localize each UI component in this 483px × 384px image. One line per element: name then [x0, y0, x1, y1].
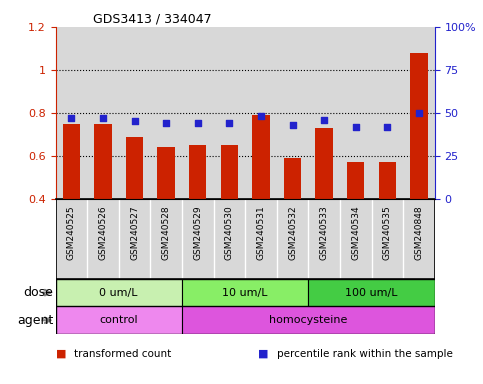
Point: [68, 115, 75, 121]
Text: dose: dose: [23, 286, 53, 299]
Point: [131, 118, 139, 124]
Bar: [340, 199, 371, 279]
Text: GSM240533: GSM240533: [320, 205, 328, 260]
Bar: [182, 199, 213, 279]
Text: control: control: [99, 315, 138, 325]
Bar: [182, 306, 435, 334]
Bar: [63, 124, 80, 199]
Bar: [340, 27, 371, 199]
Bar: [403, 199, 435, 279]
Bar: [150, 199, 182, 279]
Text: GDS3413 / 334047: GDS3413 / 334047: [94, 13, 212, 26]
Bar: [277, 199, 308, 279]
Text: GSM240530: GSM240530: [225, 205, 234, 260]
Bar: [157, 147, 175, 199]
Text: GSM240535: GSM240535: [383, 205, 392, 260]
Bar: [245, 27, 277, 199]
Bar: [56, 27, 87, 199]
Bar: [308, 199, 340, 279]
Bar: [371, 27, 403, 199]
Point: [99, 115, 107, 121]
Text: GSM240848: GSM240848: [414, 205, 424, 260]
Text: 10 um/L: 10 um/L: [222, 288, 268, 298]
Text: transformed count: transformed count: [74, 349, 171, 359]
Bar: [213, 199, 245, 279]
Text: 0 um/L: 0 um/L: [99, 288, 138, 298]
Point: [415, 110, 423, 116]
Text: 100 um/L: 100 um/L: [345, 288, 398, 298]
Bar: [308, 279, 435, 306]
Point: [320, 117, 328, 123]
Point: [257, 113, 265, 119]
Bar: [56, 199, 87, 279]
Text: agent: agent: [17, 314, 53, 327]
Bar: [379, 162, 396, 199]
Bar: [119, 199, 150, 279]
Bar: [315, 128, 333, 199]
Point: [162, 120, 170, 126]
Text: GSM240526: GSM240526: [99, 205, 107, 260]
Bar: [284, 158, 301, 199]
Point: [226, 120, 233, 126]
Bar: [87, 27, 119, 199]
Bar: [347, 162, 364, 199]
Text: GSM240534: GSM240534: [351, 205, 360, 260]
Text: GSM240528: GSM240528: [162, 205, 170, 260]
Bar: [308, 27, 340, 199]
Text: GSM240531: GSM240531: [256, 205, 266, 260]
Point: [384, 124, 391, 130]
Point: [194, 120, 201, 126]
Bar: [221, 145, 238, 199]
Bar: [189, 145, 206, 199]
Bar: [213, 27, 245, 199]
Bar: [56, 279, 182, 306]
Bar: [150, 27, 182, 199]
Point: [289, 122, 297, 128]
Bar: [119, 27, 150, 199]
Text: GSM240527: GSM240527: [130, 205, 139, 260]
Bar: [252, 115, 270, 199]
Text: homocysteine: homocysteine: [269, 315, 347, 325]
Bar: [403, 27, 435, 199]
Bar: [371, 199, 403, 279]
Bar: [277, 27, 308, 199]
Bar: [182, 27, 213, 199]
Text: ■: ■: [56, 349, 66, 359]
Text: ■: ■: [258, 349, 269, 359]
Bar: [87, 199, 119, 279]
Bar: [126, 137, 143, 199]
Bar: [245, 199, 277, 279]
Bar: [410, 53, 427, 199]
Text: GSM240525: GSM240525: [67, 205, 76, 260]
Bar: [56, 306, 182, 334]
Text: GSM240532: GSM240532: [288, 205, 297, 260]
Point: [352, 124, 359, 130]
Text: percentile rank within the sample: percentile rank within the sample: [277, 349, 453, 359]
Text: GSM240529: GSM240529: [193, 205, 202, 260]
Bar: [94, 124, 112, 199]
Bar: [182, 279, 308, 306]
